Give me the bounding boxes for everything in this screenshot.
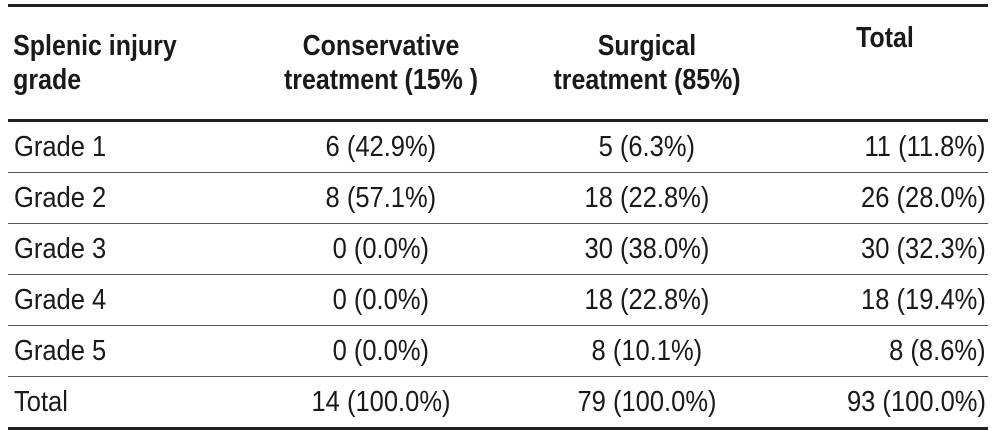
- table-cell-surgical: 5 (6.3%): [512, 120, 782, 173]
- header-line: Total: [856, 22, 914, 54]
- header-line: Conservative: [302, 30, 460, 62]
- table-cell-conservative: 6 (42.9%): [250, 120, 512, 173]
- table-cell-total: 18 (19.4%): [782, 274, 988, 326]
- table-cell-surgical: 18 (22.8%): [512, 172, 782, 224]
- table-cell-total: 26 (28.0%): [782, 172, 988, 224]
- header-total: Total: [796, 6, 973, 121]
- table-cell-grade: Grade 5: [8, 325, 250, 377]
- header-line: Splenic injury: [13, 30, 177, 62]
- table-cell-surgical: 30 (38.0%): [512, 223, 782, 275]
- table-cell-total: 11 (11.8%): [782, 120, 988, 173]
- table-cell-grade: Total: [8, 376, 250, 430]
- table-cell-conservative: 0 (0.0%): [250, 274, 512, 326]
- table-cell-total: 93 (100.0%): [782, 376, 988, 430]
- table-header: Splenic injury grade Conservative treatm…: [8, 5, 988, 121]
- table-cell-surgical: 79 (100.0%): [512, 376, 782, 430]
- table-body: Grade 1 6 (42.9%) 5 (6.3%) 11 (11.8%) Gr…: [8, 120, 988, 430]
- header-line: treatment (85%): [553, 64, 741, 96]
- table-cell-grade: Grade 2: [8, 172, 250, 224]
- header-splenic-injury-grade: Splenic injury grade: [8, 6, 216, 121]
- table-cell-grade: Grade 4: [8, 274, 250, 326]
- table-row: Grade 1 6 (42.9%) 5 (6.3%) 11 (11.8%): [8, 120, 988, 173]
- table-row: Grade 2 8 (57.1%) 18 (22.8%) 26 (28.0%): [8, 172, 988, 224]
- table-cell-grade: Grade 1: [8, 120, 250, 173]
- header-surgical-treatment: Surgical treatment (85%): [531, 6, 763, 121]
- table-cell-conservative: 0 (0.0%): [250, 223, 512, 275]
- table-cell-conservative: 0 (0.0%): [250, 325, 512, 377]
- table-cell-conservative: 14 (100.0%): [250, 376, 512, 430]
- header-conservative-treatment: Conservative treatment (15% ): [268, 6, 493, 121]
- header-row: Splenic injury grade Conservative treatm…: [8, 5, 988, 121]
- table-container: Splenic injury grade Conservative treatm…: [8, 5, 988, 430]
- table-cell-surgical: 18 (22.8%): [512, 274, 782, 326]
- header-line: grade: [13, 64, 82, 96]
- table-cell-total: 8 (8.6%): [782, 325, 988, 377]
- table-row: Grade 3 0 (0.0%) 30 (38.0%) 30 (32.3%): [8, 223, 988, 275]
- table-row: Grade 5 0 (0.0%) 8 (10.1%) 8 (8.6%): [8, 325, 988, 377]
- header-line: treatment (15% ): [283, 64, 479, 96]
- header-line: Surgical: [597, 30, 697, 62]
- table-cell-conservative: 8 (57.1%): [250, 172, 512, 224]
- splenic-injury-table: Splenic injury grade Conservative treatm…: [8, 4, 988, 430]
- table-cell-total: 30 (32.3%): [782, 223, 988, 275]
- table-cell-grade: Grade 3: [8, 223, 250, 275]
- table-row-total: Total 14 (100.0%) 79 (100.0%) 93 (100.0%…: [8, 376, 988, 430]
- table-cell-surgical: 8 (10.1%): [512, 325, 782, 377]
- table-row: Grade 4 0 (0.0%) 18 (22.8%) 18 (19.4%): [8, 274, 988, 326]
